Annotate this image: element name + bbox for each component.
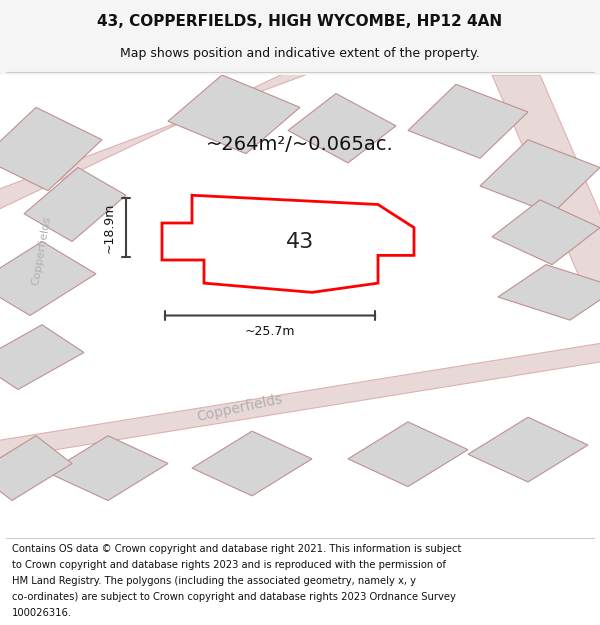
Polygon shape	[162, 195, 414, 292]
Text: ~25.7m: ~25.7m	[245, 325, 295, 338]
Polygon shape	[0, 436, 72, 501]
Polygon shape	[480, 140, 600, 214]
Text: co-ordinates) are subject to Crown copyright and database rights 2023 Ordnance S: co-ordinates) are subject to Crown copyr…	[12, 592, 456, 602]
Polygon shape	[468, 418, 588, 482]
Text: Copperfields: Copperfields	[31, 216, 53, 286]
Text: 43: 43	[286, 232, 314, 253]
Polygon shape	[0, 241, 96, 316]
Polygon shape	[0, 107, 102, 191]
Text: Copperfields: Copperfields	[196, 392, 284, 424]
Text: ~264m²/~0.065ac.: ~264m²/~0.065ac.	[206, 135, 394, 154]
Text: Contains OS data © Crown copyright and database right 2021. This information is : Contains OS data © Crown copyright and d…	[12, 544, 461, 554]
Polygon shape	[0, 339, 600, 464]
Polygon shape	[192, 431, 312, 496]
Polygon shape	[498, 264, 600, 320]
Polygon shape	[408, 84, 528, 158]
Text: ~18.9m: ~18.9m	[103, 202, 116, 252]
Polygon shape	[288, 94, 396, 163]
Polygon shape	[0, 325, 84, 389]
Text: HM Land Registry. The polygons (including the associated geometry, namely x, y: HM Land Registry. The polygons (includin…	[12, 576, 416, 586]
Text: 100026316.: 100026316.	[12, 608, 72, 618]
Text: to Crown copyright and database rights 2023 and is reproduced with the permissio: to Crown copyright and database rights 2…	[12, 560, 446, 570]
Polygon shape	[168, 75, 300, 154]
Polygon shape	[492, 75, 600, 283]
Polygon shape	[48, 436, 168, 501]
Polygon shape	[348, 422, 468, 487]
Polygon shape	[492, 200, 600, 264]
Text: Map shows position and indicative extent of the property.: Map shows position and indicative extent…	[120, 48, 480, 61]
Polygon shape	[0, 66, 330, 223]
Polygon shape	[24, 168, 126, 241]
Text: 43, COPPERFIELDS, HIGH WYCOMBE, HP12 4AN: 43, COPPERFIELDS, HIGH WYCOMBE, HP12 4AN	[97, 14, 503, 29]
